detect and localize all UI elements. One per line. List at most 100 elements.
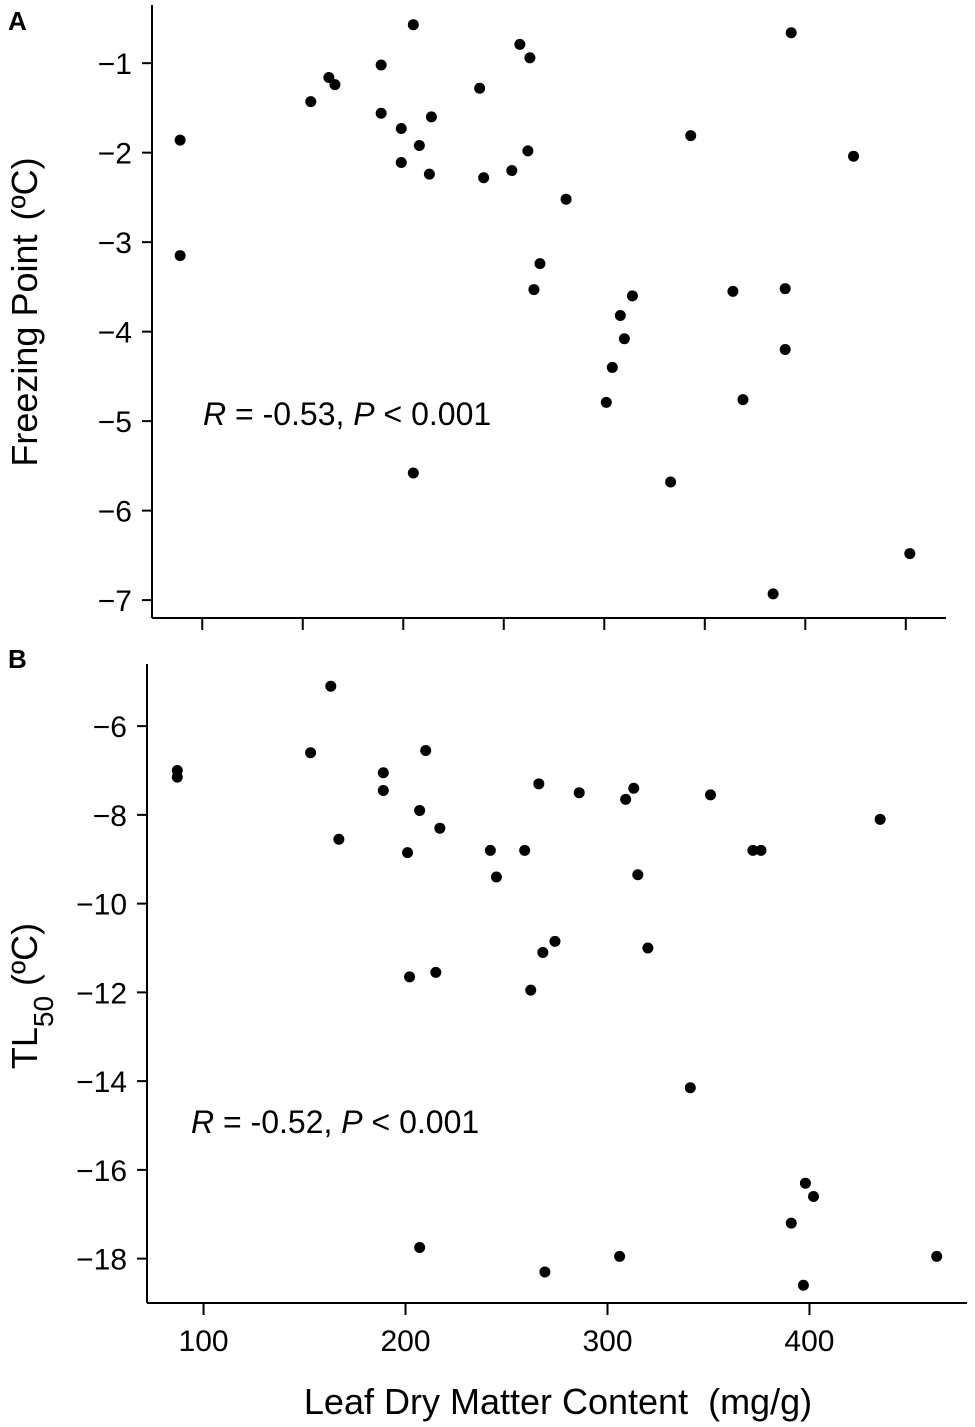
data-point-a bbox=[606, 361, 618, 373]
data-point-a bbox=[413, 139, 425, 151]
data-point-b bbox=[704, 789, 716, 801]
data-point-b bbox=[533, 778, 545, 790]
x-axis-title: Leaf Dry Matter Content (mg/g) bbox=[304, 1381, 812, 1422]
x-ticks-b: 100 200 300 400 bbox=[179, 1303, 834, 1358]
data-point-a bbox=[474, 82, 486, 94]
data-point-b bbox=[620, 793, 632, 805]
data-point-a bbox=[534, 258, 546, 270]
data-point-b bbox=[539, 1266, 551, 1278]
y-axis-title-b-unit: (ºC) bbox=[4, 923, 45, 996]
data-point-b bbox=[430, 966, 442, 978]
r-label-b: R bbox=[191, 1104, 214, 1140]
y-axis-title-a: Freezing Point (ºC) bbox=[4, 157, 45, 466]
data-point-a bbox=[848, 150, 860, 162]
y-axis-title-b-main: TL bbox=[4, 1027, 45, 1069]
data-point-a bbox=[329, 79, 341, 91]
data-point-b bbox=[755, 844, 767, 856]
data-point-b bbox=[628, 782, 640, 794]
y-tick-label-b: −6 bbox=[93, 711, 127, 744]
correlation-annotation-b: R = -0.52, P < 0.001 bbox=[191, 1104, 479, 1140]
y-axis-title-a-unit: (ºC) bbox=[4, 157, 45, 220]
y-tick-label-a: −5 bbox=[98, 406, 132, 439]
y-axis-title-b-subscript: 50 bbox=[28, 996, 59, 1027]
correlation-annotation-a: R = -0.53, P < 0.001 bbox=[203, 396, 491, 432]
r-label-a: R bbox=[203, 396, 226, 432]
x-tick-label-b: 100 bbox=[179, 1325, 229, 1358]
p-value-a: < 0.001 bbox=[375, 396, 492, 432]
data-point-a bbox=[305, 96, 317, 108]
data-point-b bbox=[305, 747, 317, 759]
r-value-a: = -0.53, bbox=[226, 396, 353, 432]
data-point-b bbox=[573, 787, 585, 799]
y-tick-label-a: −1 bbox=[98, 48, 132, 81]
data-point-b bbox=[325, 680, 337, 692]
data-point-a bbox=[767, 588, 779, 600]
data-point-a bbox=[904, 548, 916, 560]
data-point-b bbox=[171, 771, 183, 783]
data-point-b bbox=[484, 844, 496, 856]
data-point-b bbox=[333, 833, 345, 845]
panel-a: A −7 −6 −5 −4 −3 −2 −1 Freezing Point (ºC) R = … bbox=[4, 5, 946, 630]
data-point-a bbox=[785, 27, 797, 39]
data-point-b bbox=[414, 1242, 426, 1254]
y-tick-label-a: −6 bbox=[98, 496, 132, 529]
x-tick-label-b: 400 bbox=[784, 1325, 834, 1358]
x-ticks-a bbox=[201, 618, 907, 630]
panel-label-a: A bbox=[8, 6, 27, 36]
r-value-b: = -0.52, bbox=[214, 1104, 341, 1140]
data-point-a bbox=[375, 107, 387, 119]
data-point-a bbox=[737, 394, 749, 406]
data-point-a bbox=[407, 19, 419, 31]
data-point-b bbox=[747, 844, 759, 856]
data-point-a bbox=[727, 285, 739, 297]
y-tick-label-b: −10 bbox=[76, 889, 127, 922]
data-point-a bbox=[174, 134, 186, 146]
data-point-b bbox=[808, 1191, 820, 1202]
y-tick-label-b: −18 bbox=[76, 1244, 127, 1277]
data-point-b bbox=[434, 822, 446, 834]
data-point-a bbox=[375, 59, 387, 71]
data-point-b bbox=[797, 1279, 809, 1291]
data-point-a bbox=[506, 165, 518, 177]
data-point-b bbox=[799, 1177, 811, 1189]
data-point-a bbox=[395, 122, 407, 134]
y-tick-label-b: −8 bbox=[93, 800, 127, 833]
data-point-b bbox=[549, 935, 561, 947]
data-point-b bbox=[377, 784, 389, 796]
data-point-b bbox=[632, 869, 644, 881]
points-a bbox=[174, 19, 916, 600]
y-ticks-b: −18 −16 −14 −12 −10 −8 −6 bbox=[76, 711, 147, 1277]
p-label-a: P bbox=[353, 396, 375, 432]
data-point-a bbox=[423, 168, 435, 180]
y-tick-label-b: −14 bbox=[76, 1066, 127, 1099]
points-b bbox=[171, 680, 943, 1291]
data-point-b bbox=[404, 971, 416, 983]
panel-b: B −18 −16 −14 −12 −10 −8 −6 100 200 300 400 TL50 … bbox=[4, 644, 967, 1422]
y-axis-title-b: TL50 (ºC) bbox=[4, 923, 59, 1069]
p-value-b: < 0.001 bbox=[363, 1104, 480, 1140]
data-point-b bbox=[684, 1082, 696, 1094]
data-point-a bbox=[560, 193, 572, 205]
data-point-a bbox=[600, 396, 612, 408]
data-point-a bbox=[618, 333, 630, 345]
data-point-b bbox=[490, 871, 502, 883]
data-point-a bbox=[514, 38, 526, 50]
data-point-b bbox=[519, 844, 531, 856]
data-point-b bbox=[614, 1250, 626, 1262]
y-tick-label-a: −7 bbox=[98, 585, 132, 618]
data-point-b bbox=[402, 847, 414, 859]
data-point-a bbox=[614, 310, 626, 322]
data-point-b bbox=[377, 767, 389, 779]
panel-label-b: B bbox=[8, 644, 27, 674]
data-point-b bbox=[874, 813, 886, 825]
data-point-a bbox=[665, 476, 677, 488]
data-point-b bbox=[420, 745, 432, 757]
y-tick-label-a: −4 bbox=[98, 317, 132, 350]
x-tick-label-b: 200 bbox=[380, 1325, 430, 1358]
data-point-a bbox=[626, 290, 638, 302]
data-point-a bbox=[779, 283, 791, 295]
p-label-b: P bbox=[341, 1104, 363, 1140]
y-ticks-a: −7 −6 −5 −4 −3 −2 −1 bbox=[98, 48, 152, 618]
data-point-a bbox=[685, 130, 697, 142]
